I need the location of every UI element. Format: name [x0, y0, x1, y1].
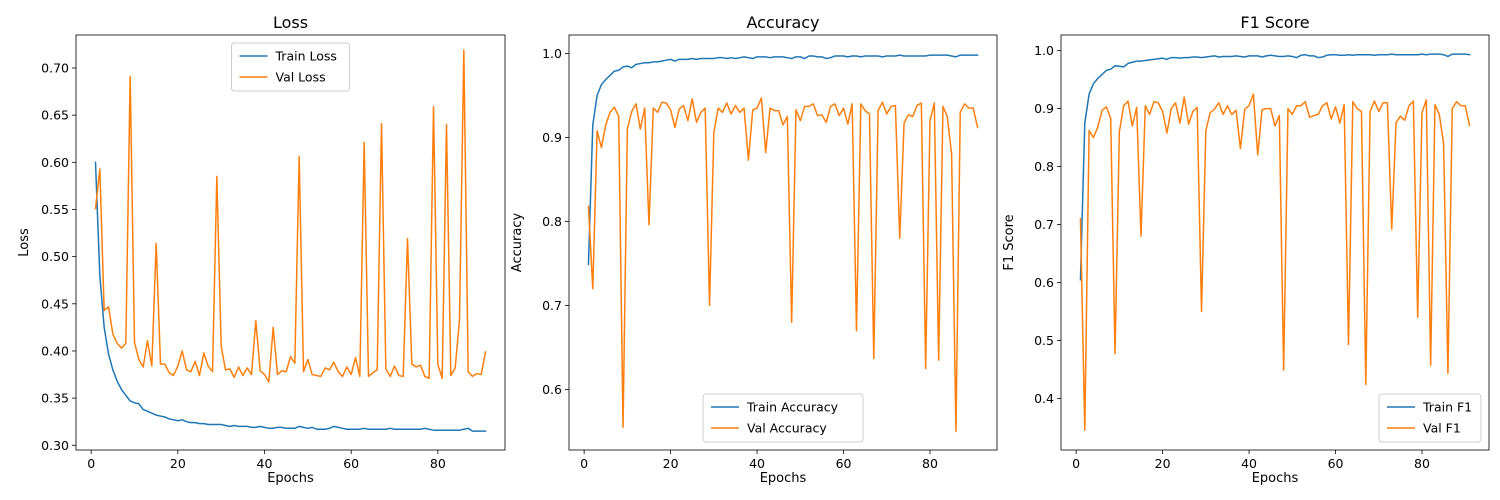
y-axis-label: Accuracy [510, 213, 525, 273]
legend-label: Val Loss [276, 70, 326, 85]
y-tick-label: 1.0 [1034, 43, 1054, 58]
y-tick-label: 0.45 [41, 296, 69, 311]
y-tick-label: 0.30 [41, 438, 69, 453]
series-line-train-loss [94, 161, 487, 432]
legend-box [1378, 393, 1482, 443]
x-axis-label: Epochs [267, 471, 314, 486]
y-tick-label: 0.5 [1034, 333, 1054, 348]
series-line-val-loss [94, 49, 487, 383]
legend: Train Loss Val Loss [231, 42, 350, 92]
series-line-train-f1 [1079, 53, 1471, 281]
y-axis-label: F1 Score [1002, 214, 1017, 270]
legend-label: Train Accuracy [746, 400, 839, 415]
series-line-train-accuracy [587, 54, 979, 266]
x-tick-label: 60 [343, 456, 359, 471]
legend: Train F1 Val F1 [1378, 393, 1482, 443]
x-tick-label: 20 [1155, 456, 1171, 471]
x-tick-label: 0 [1072, 456, 1080, 471]
x-tick-label: 40 [749, 456, 765, 471]
series-line-val-f1 [1079, 93, 1471, 432]
y-tick-label: 0.8 [542, 214, 562, 229]
plot-frame [568, 34, 998, 451]
y-tick-label: 0.9 [542, 130, 562, 145]
legend-label: Train Loss [275, 49, 337, 64]
y-tick-label: 0.65 [41, 108, 69, 123]
y-tick-label: 0.6 [1034, 275, 1054, 290]
legend-label: Val Accuracy [747, 421, 827, 436]
x-tick-label: 80 [430, 456, 446, 471]
plot-frame [1060, 34, 1490, 451]
y-tick-label: 0.50 [41, 249, 69, 264]
y-tick-label: 0.60 [41, 155, 69, 170]
x-tick-label: 0 [87, 456, 95, 471]
chart-panel-1: Loss 0 20 40 60 80 0.30 0.35 0.40 0.45 0.50 0.55 0.6… [17, 13, 506, 486]
x-tick-label: 0 [580, 456, 588, 471]
y-tick-label: 0.7 [1034, 217, 1054, 232]
x-tick-label: 80 [922, 456, 938, 471]
legend-label: Val F1 [1423, 421, 1461, 436]
x-axis-label: Epochs [760, 471, 807, 486]
y-axis-label: Loss [17, 228, 32, 257]
x-tick-label: 60 [836, 456, 852, 471]
legend: Train Accuracy Val Accuracy [702, 393, 864, 443]
y-tick-label: 0.9 [1034, 101, 1054, 116]
y-tick-label: 0.55 [41, 202, 69, 217]
chart-title: Loss [273, 13, 308, 32]
y-tick-label: 0.6 [542, 382, 562, 397]
x-tick-label: 40 [1241, 456, 1257, 471]
x-tick-label: 60 [1328, 456, 1344, 471]
series-lines [1079, 53, 1471, 432]
x-tick-label: 20 [663, 456, 679, 471]
x-tick-label: 80 [1414, 456, 1430, 471]
legend-label: Train F1 [1422, 400, 1472, 415]
y-tick-label: 0.7 [542, 298, 562, 313]
y-tick-label: 0.40 [41, 343, 69, 358]
plot-frame [75, 34, 506, 451]
y-tick-label: 0.4 [1034, 391, 1054, 406]
chart-title: Accuracy [746, 13, 819, 32]
x-tick-label: 20 [170, 456, 186, 471]
x-tick-label: 40 [257, 456, 273, 471]
chart-title: F1 Score [1240, 13, 1309, 32]
x-axis-label: Epochs [1252, 471, 1299, 486]
legend-box [702, 393, 864, 443]
series-lines [94, 49, 487, 432]
series-line-val-accuracy [587, 97, 979, 433]
series-lines [587, 54, 979, 433]
chart-panel-3: F1 Score 0 20 40 60 80 0.4 0.5 0.6 0.7 0.8 0.9 1.0 Ep… [1002, 13, 1490, 486]
y-tick-label: 1.0 [542, 46, 562, 61]
y-tick-label: 0.70 [41, 61, 69, 76]
legend-box [231, 42, 350, 92]
y-tick-label: 0.8 [1034, 159, 1054, 174]
chart-panel-2: Accuracy 0 20 40 60 80 0.6 0.7 0.8 0.9 1.0 Epochs Ac… [510, 13, 998, 486]
y-tick-label: 0.35 [41, 391, 69, 406]
